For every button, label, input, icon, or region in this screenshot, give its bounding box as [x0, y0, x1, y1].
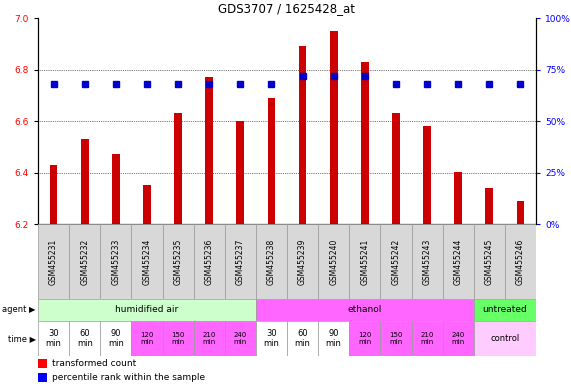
Text: GSM455233: GSM455233 [111, 238, 120, 285]
Bar [505, 224, 536, 299]
Bar [38, 224, 69, 299]
Text: percentile rank within the sample: percentile rank within the sample [52, 373, 205, 382]
Bar [474, 224, 505, 299]
Text: GSM455234: GSM455234 [142, 238, 151, 285]
Bar [256, 321, 287, 356]
Text: 60
min: 60 min [295, 329, 311, 348]
Text: GSM455235: GSM455235 [174, 238, 183, 285]
Bar [81, 139, 89, 224]
Text: GSM455239: GSM455239 [298, 238, 307, 285]
Text: 240
min: 240 min [452, 332, 465, 345]
Bar [50, 165, 58, 224]
Text: GSM455242: GSM455242 [392, 238, 400, 285]
Bar [100, 224, 131, 299]
Bar [485, 188, 493, 224]
Bar [100, 321, 131, 356]
Bar [423, 126, 431, 224]
Text: 150
min: 150 min [389, 332, 403, 345]
Bar [380, 224, 412, 299]
Text: time ▶: time ▶ [8, 334, 36, 343]
Bar [474, 321, 536, 356]
Text: GSM455232: GSM455232 [80, 238, 89, 285]
Text: transformed count: transformed count [52, 359, 136, 368]
Bar [163, 321, 194, 356]
Text: GSM455243: GSM455243 [423, 238, 432, 285]
Bar [225, 321, 256, 356]
Bar [412, 321, 443, 356]
Bar [112, 154, 120, 224]
Text: GSM455240: GSM455240 [329, 238, 338, 285]
Bar [256, 224, 287, 299]
Bar [143, 185, 151, 224]
Text: humidified air: humidified air [115, 306, 179, 314]
Bar [268, 98, 275, 224]
Bar [474, 299, 536, 321]
Bar [361, 62, 369, 224]
Text: agent ▶: agent ▶ [2, 306, 36, 314]
Bar [69, 224, 100, 299]
Text: GSM455231: GSM455231 [49, 238, 58, 285]
Text: 240
min: 240 min [234, 332, 247, 345]
Bar [194, 224, 225, 299]
Text: ethanol: ethanol [348, 306, 382, 314]
Bar [287, 321, 318, 356]
Bar [131, 224, 163, 299]
Text: GSM455241: GSM455241 [360, 238, 369, 285]
Bar [299, 46, 307, 224]
Bar [174, 113, 182, 224]
Bar [38, 359, 47, 368]
Text: 120
min: 120 min [140, 332, 154, 345]
Bar [163, 224, 194, 299]
Bar [330, 31, 337, 224]
Text: 90
min: 90 min [108, 329, 124, 348]
Bar [380, 321, 412, 356]
Bar [256, 299, 474, 321]
Bar [412, 224, 443, 299]
Bar [131, 321, 163, 356]
Bar [443, 224, 474, 299]
Bar [194, 321, 225, 356]
Bar [455, 172, 462, 224]
Bar [236, 121, 244, 224]
Bar [206, 77, 213, 224]
Text: 60
min: 60 min [77, 329, 93, 348]
Text: GSM455244: GSM455244 [454, 238, 463, 285]
Text: 30
min: 30 min [263, 329, 279, 348]
Text: GSM455246: GSM455246 [516, 238, 525, 285]
Bar [318, 224, 349, 299]
Text: GSM455238: GSM455238 [267, 238, 276, 285]
Bar [443, 321, 474, 356]
Bar [392, 113, 400, 224]
Text: 120
min: 120 min [358, 332, 372, 345]
Bar [69, 321, 100, 356]
Text: 150
min: 150 min [171, 332, 185, 345]
Bar [349, 321, 380, 356]
Bar [287, 224, 318, 299]
Text: GSM455236: GSM455236 [204, 238, 214, 285]
Text: untreated: untreated [482, 306, 527, 314]
Bar [517, 201, 524, 224]
Bar [38, 321, 69, 356]
Text: 210
min: 210 min [420, 332, 434, 345]
Bar [38, 299, 256, 321]
Text: 210
min: 210 min [203, 332, 216, 345]
Bar [349, 224, 380, 299]
Text: 90
min: 90 min [325, 329, 341, 348]
Text: GSM455237: GSM455237 [236, 238, 245, 285]
Bar [225, 224, 256, 299]
Text: 30
min: 30 min [46, 329, 62, 348]
Bar [318, 321, 349, 356]
Text: GDS3707 / 1625428_at: GDS3707 / 1625428_at [219, 3, 356, 15]
Text: GSM455245: GSM455245 [485, 238, 494, 285]
Bar [38, 373, 47, 382]
Text: control: control [490, 334, 520, 343]
